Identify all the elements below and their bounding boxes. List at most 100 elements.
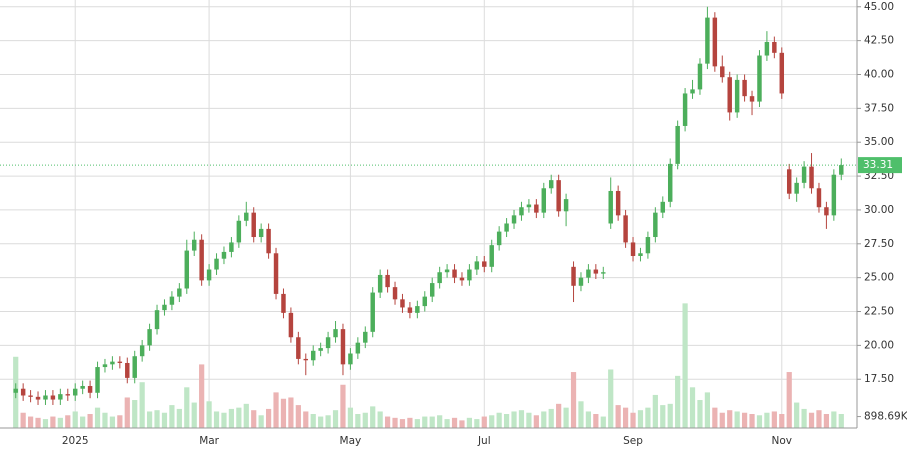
volume-bar [808, 412, 815, 428]
volume-bar [27, 416, 34, 428]
volume-bar [608, 369, 614, 428]
candle-body [571, 266, 576, 286]
candle-body [35, 396, 41, 400]
candle-body [20, 388, 26, 396]
candle-body [199, 239, 204, 281]
volume-bar [57, 417, 63, 428]
candle-body [645, 237, 651, 254]
candle-body [385, 274, 390, 288]
volume-bar [347, 407, 354, 428]
x-tick-label: Sep [623, 435, 643, 447]
candle-body [28, 395, 33, 397]
candle-body [110, 361, 115, 365]
volume-bar [154, 410, 160, 428]
candle-body [310, 350, 316, 361]
candle-body [705, 17, 710, 64]
candle-body [229, 242, 234, 252]
volume-bar [429, 416, 435, 428]
candle-body [221, 251, 227, 259]
volume-bar [50, 416, 56, 428]
candle-body [363, 331, 368, 343]
volume-bar [87, 414, 93, 428]
candle-body [742, 79, 747, 97]
volume-bar [622, 407, 629, 428]
candle-body [839, 165, 844, 175]
candle-body [541, 188, 547, 213]
candle-body [734, 79, 740, 113]
candle-body [437, 272, 442, 284]
candle-body [496, 231, 502, 246]
last-price-box [858, 157, 902, 174]
candle-body [660, 201, 666, 213]
candle-body [125, 362, 130, 378]
volume-bar [310, 414, 316, 428]
volume-bar [228, 408, 235, 428]
volume-bar [503, 414, 510, 428]
y-tick-label: 22.50 [864, 306, 894, 318]
candle-body [288, 312, 294, 338]
volume-bar [384, 416, 391, 428]
volume-bar [466, 417, 473, 428]
candle-body [169, 296, 175, 305]
candle-body [779, 52, 785, 94]
x-tick-label: 2025 [62, 435, 89, 447]
y-tick-label: 20.00 [864, 339, 894, 351]
volume-bar [407, 417, 413, 428]
candle-body [556, 180, 561, 212]
y-tick-label: 17.50 [864, 373, 894, 385]
volume-bar [831, 411, 837, 428]
candle-body [593, 269, 599, 274]
candle-body [504, 223, 509, 232]
candle-body [690, 89, 695, 94]
volume-bar [176, 408, 182, 428]
volume-bar [563, 407, 569, 428]
candle-body [184, 250, 190, 289]
candle-body [340, 329, 346, 365]
volume-bar [645, 407, 651, 428]
candle-body [519, 207, 524, 216]
volume-bar [593, 414, 599, 428]
candle-body [251, 212, 256, 238]
volume-bar [221, 412, 227, 428]
candle-body [526, 204, 532, 208]
volume-bar [637, 410, 644, 428]
candle-body [244, 212, 249, 221]
volume-bar [139, 382, 145, 428]
volume-bar [541, 411, 547, 428]
volume-bar [630, 412, 636, 428]
volume-bar [340, 384, 346, 428]
volume-bar [704, 392, 711, 428]
volume-bar [288, 397, 294, 428]
candle-body [586, 269, 591, 278]
candle-body [154, 310, 160, 330]
y-tick-label: 45.00 [864, 1, 894, 13]
volume-bar [325, 415, 331, 428]
candle-body [615, 190, 621, 216]
candle-body [214, 258, 219, 270]
volume-bar [132, 400, 138, 428]
candle-body [563, 199, 569, 212]
volume-bar [667, 403, 673, 428]
volume-bar [258, 415, 264, 428]
x-tick-label: Nov [772, 435, 793, 447]
y-tick-label: 30.00 [864, 204, 894, 216]
volume-bar [80, 416, 86, 428]
candle-body [281, 293, 286, 313]
candle-body [400, 299, 405, 308]
volume-bar [265, 408, 272, 428]
volume-bar [459, 420, 465, 428]
candle-body [377, 274, 383, 293]
candle-body [601, 272, 606, 274]
y-tick-label: 37.50 [864, 102, 894, 114]
candle-body [764, 41, 770, 56]
volume-bar [615, 405, 621, 428]
volume-bar [823, 414, 830, 428]
volume-bar [489, 415, 495, 428]
x-tick-label: Jul [477, 435, 491, 447]
candle-body [296, 337, 301, 359]
volume-bar [295, 405, 301, 428]
candle-body [638, 253, 643, 256]
volume-bar [838, 414, 844, 428]
candle-body [236, 220, 242, 243]
